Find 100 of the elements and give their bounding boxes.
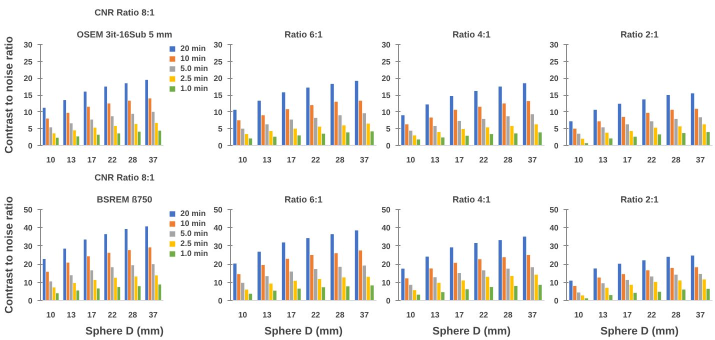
bar — [678, 280, 682, 300]
y-tick-label: 0 — [386, 296, 392, 306]
chart-title: Ratio 4:1 — [452, 30, 491, 40]
bar — [698, 274, 702, 300]
bar — [346, 132, 350, 146]
bar — [465, 136, 469, 146]
bar — [237, 274, 240, 300]
bar — [145, 226, 148, 300]
chart-title: CNR Ratio 8:1 — [94, 8, 155, 18]
legend-label: 5.0 min — [180, 229, 208, 238]
y-tick-label: 25 — [550, 57, 560, 66]
bar — [458, 273, 461, 300]
y-tick-label: 20 — [24, 74, 34, 84]
y-tick-label: 0 — [28, 142, 34, 150]
y-tick-label: 30 — [550, 242, 560, 251]
x-tick-label: 10 — [406, 156, 416, 164]
x-tick-label: 37 — [528, 310, 538, 320]
y-tick-label: 10 — [24, 278, 34, 288]
y-tick-label: 20 — [550, 260, 560, 270]
bar — [155, 122, 158, 146]
x-tick-label: 17 — [454, 310, 464, 320]
x-tick-label: 17 — [454, 156, 464, 164]
bar — [522, 83, 526, 146]
bar — [148, 247, 152, 300]
y-tick-label: 0 — [218, 296, 224, 306]
chart-subtitle: OSEM 3it-16Sub 5 mm — [76, 30, 172, 40]
x-tick-label: 22 — [311, 156, 321, 164]
bar — [594, 268, 597, 300]
x-tick-label: 22 — [108, 156, 118, 164]
bar — [626, 280, 629, 300]
bar — [678, 126, 682, 146]
bar — [502, 257, 506, 300]
x-tick-label: 28 — [128, 156, 138, 164]
legend-label: 5.0 min — [180, 64, 208, 73]
bar — [526, 101, 530, 146]
chart-title: Ratio 6:1 — [284, 30, 323, 40]
y-tick-label: 40 — [550, 224, 560, 233]
bar — [666, 95, 670, 146]
y-tick-label: 10 — [214, 278, 224, 288]
x-tick-label: 17 — [286, 156, 296, 164]
bar — [577, 134, 580, 146]
bar — [370, 285, 374, 300]
legend-label: 1.0 min — [180, 249, 208, 258]
bar — [342, 277, 346, 300]
bar — [650, 121, 654, 146]
bar — [530, 114, 534, 146]
bar — [482, 270, 486, 300]
chart-title: Ratio 6:1 — [284, 194, 323, 204]
bar — [429, 118, 433, 146]
chart-subtitle: BSREM ß750 — [96, 194, 152, 204]
bar — [510, 276, 514, 300]
x-tick-label: 37 — [148, 156, 158, 164]
y-tick-label: 10 — [550, 278, 560, 288]
bar — [330, 234, 334, 300]
bar — [306, 238, 310, 300]
bar — [269, 284, 273, 300]
bar — [233, 110, 237, 146]
y-tick-label: 30 — [382, 40, 392, 50]
bar — [294, 128, 297, 146]
bar — [534, 274, 538, 300]
y-tick-label: 5 — [554, 124, 560, 134]
bar — [646, 270, 650, 300]
bar — [66, 262, 70, 300]
bar — [474, 90, 478, 146]
bar — [73, 130, 76, 146]
x-axis-title: Sphere D (mm) — [600, 326, 679, 338]
chart-title: Ratio 4:1 — [452, 194, 491, 204]
y-tick-label: 30 — [24, 40, 34, 50]
x-tick-label: 22 — [647, 310, 657, 320]
bar — [502, 103, 506, 146]
bar — [108, 103, 110, 146]
bar — [366, 276, 370, 300]
bar — [94, 128, 96, 146]
bar — [237, 120, 240, 146]
bar — [609, 138, 612, 146]
bar — [650, 276, 654, 300]
chart-title: CNR Ratio 8:1 — [94, 172, 155, 182]
bar — [282, 242, 286, 300]
bar — [426, 256, 429, 300]
bar — [426, 104, 429, 146]
x-tick-label: 13 — [598, 156, 608, 164]
bar — [401, 268, 405, 300]
y-tick-label: 25 — [24, 57, 34, 66]
bar — [498, 86, 502, 146]
y-tick-label: 25 — [382, 57, 392, 66]
y-tick-label: 15 — [24, 91, 34, 100]
bar — [108, 252, 110, 300]
bar — [690, 256, 694, 300]
y-tick-label: 15 — [214, 91, 224, 100]
bar — [437, 132, 441, 146]
bar — [145, 80, 148, 146]
bar — [409, 130, 412, 146]
bar — [290, 272, 293, 300]
bar — [478, 259, 482, 300]
y-tick-label: 50 — [382, 206, 392, 214]
bar — [114, 278, 117, 300]
x-tick-label: 13 — [598, 310, 608, 320]
bar — [290, 120, 293, 146]
y-tick-label: 15 — [382, 91, 392, 100]
bar — [441, 137, 444, 146]
